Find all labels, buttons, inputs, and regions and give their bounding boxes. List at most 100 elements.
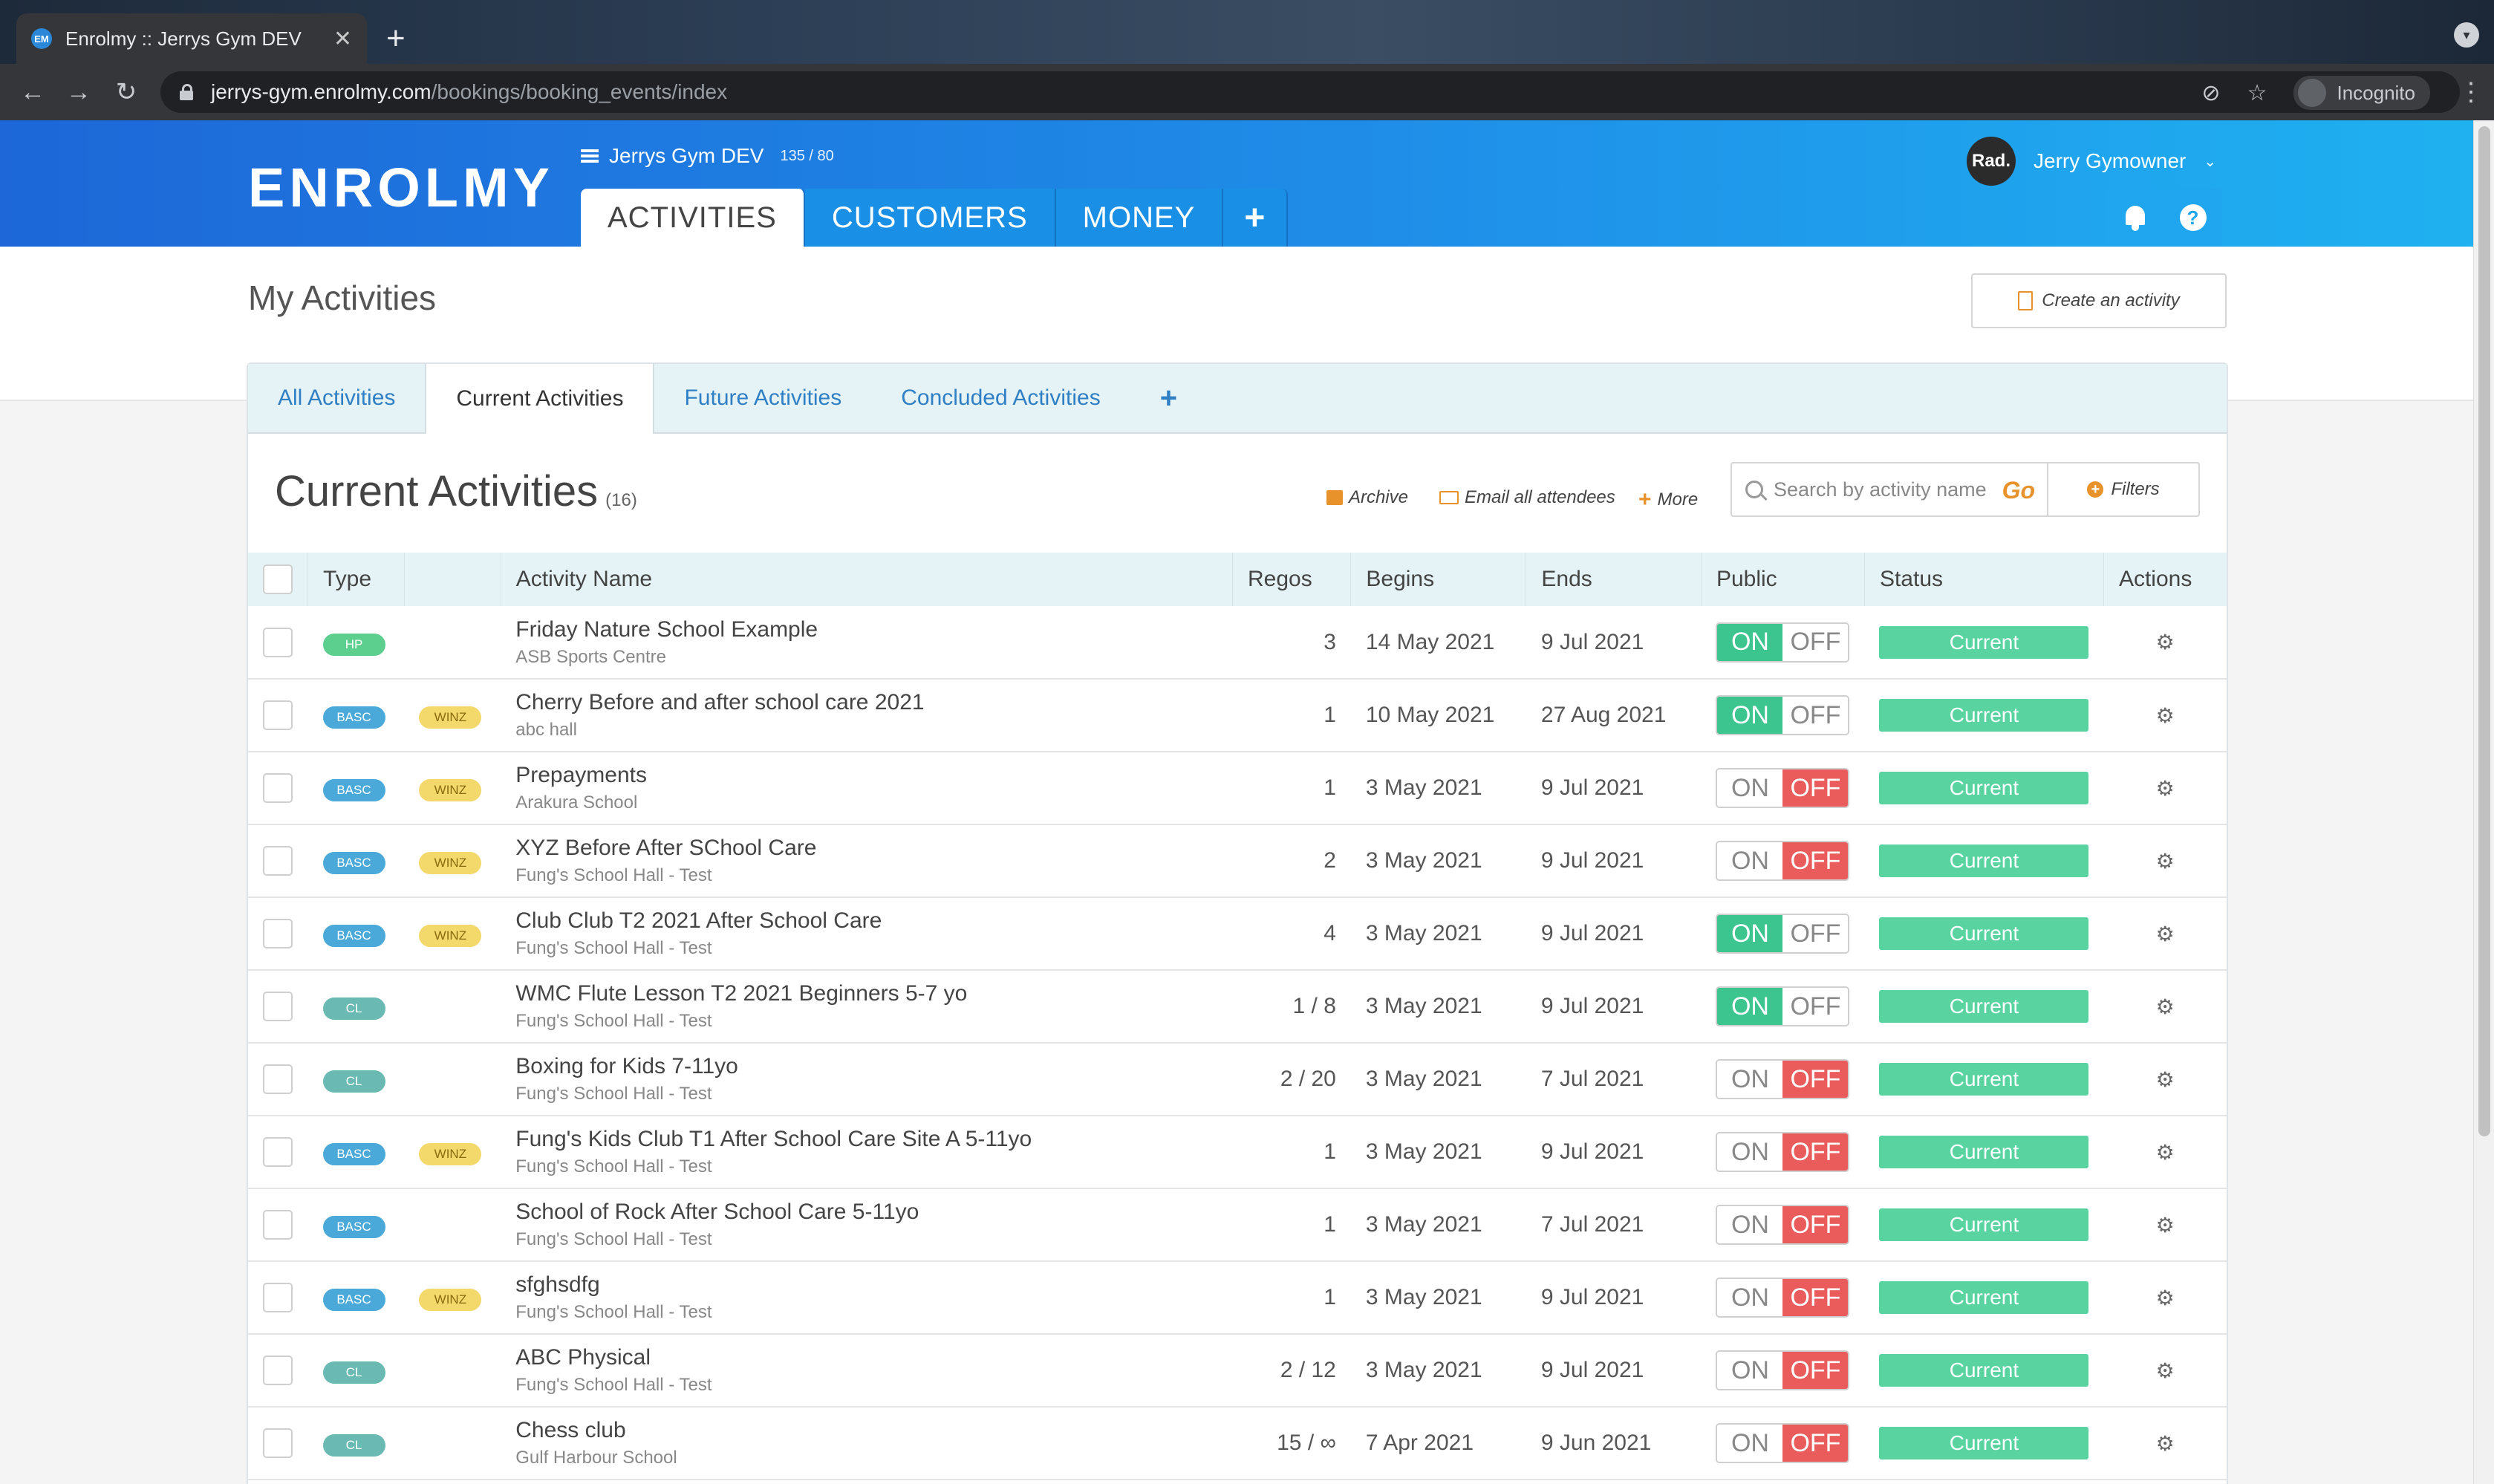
row-checkbox[interactable] bbox=[263, 1283, 293, 1312]
toggle-off[interactable]: OFF bbox=[1782, 1133, 1849, 1171]
toggle-off[interactable]: OFF bbox=[1782, 988, 1849, 1025]
activity-name[interactable]: Prepayments bbox=[515, 763, 647, 787]
activity-name[interactable]: Friday Nature School Example bbox=[515, 616, 818, 642]
filters-button[interactable]: + Filters bbox=[2048, 462, 2200, 517]
column-header-begins[interactable]: Begins bbox=[1350, 553, 1527, 606]
toggle-on[interactable]: ON bbox=[1717, 842, 1783, 879]
row-checkbox[interactable] bbox=[263, 919, 293, 948]
add-filter-tab-button[interactable]: + bbox=[1159, 381, 1178, 414]
toggle-off[interactable]: OFF bbox=[1782, 1352, 1849, 1389]
activity-name[interactable]: ABC Physical bbox=[515, 1345, 651, 1370]
toggle-off[interactable]: OFF bbox=[1782, 1206, 1849, 1243]
table-row[interactable]: CL Boxing for Kids 7-11yo Fung's School Ha… bbox=[248, 1043, 2227, 1116]
toggle-on[interactable]: ON bbox=[1717, 697, 1783, 734]
row-checkbox[interactable] bbox=[263, 1428, 293, 1458]
hamburger-icon[interactable] bbox=[581, 149, 599, 163]
reload-icon[interactable]: ↻ bbox=[115, 78, 137, 106]
table-row[interactable]: CL Chess club Gulf Harbour School 15 / ∞ 7 A… bbox=[248, 1407, 2227, 1480]
toggle-on[interactable]: ON bbox=[1717, 769, 1783, 807]
toggle-on[interactable]: ON bbox=[1717, 1425, 1783, 1462]
column-header-regos[interactable]: Regos bbox=[1232, 553, 1352, 606]
scrollbar-thumb[interactable] bbox=[2478, 126, 2490, 1136]
public-toggle[interactable]: ON OFF bbox=[1716, 695, 1850, 735]
user-menu[interactable]: Rad. Jerry Gymowner ⌄ bbox=[1967, 137, 2216, 186]
toggle-off[interactable]: OFF bbox=[1782, 842, 1849, 879]
activity-name-cell[interactable]: Prepayments Arakura School bbox=[501, 752, 1232, 824]
row-checkbox[interactable] bbox=[263, 1137, 293, 1167]
table-row[interactable]: BASC WINZ Club Club T2 2021 After School C… bbox=[248, 897, 2227, 970]
public-toggle[interactable]: ON OFF bbox=[1716, 1278, 1850, 1318]
tab-all-activities[interactable]: All Activities bbox=[278, 385, 396, 410]
table-row[interactable]: BASC WINZ Prepayments Arakura School 1 3 May … bbox=[248, 752, 2227, 824]
table-row[interactable]: CL ABC Physical Fung's School Hall - Test 2… bbox=[248, 1334, 2227, 1407]
row-checkbox[interactable] bbox=[263, 1356, 293, 1385]
column-header-ends[interactable]: Ends bbox=[1526, 553, 1702, 606]
gear-icon[interactable]: ⚙ bbox=[2155, 849, 2175, 873]
toggle-on[interactable]: ON bbox=[1717, 1061, 1783, 1098]
tab-concluded-activities[interactable]: Concluded Activities bbox=[901, 385, 1101, 410]
row-checkbox[interactable] bbox=[263, 992, 293, 1021]
bell-icon[interactable] bbox=[2123, 204, 2148, 231]
public-toggle[interactable]: ON OFF bbox=[1716, 1059, 1850, 1099]
activity-name-cell[interactable]: WMC Flute Lesson T2 2021 Beginners 5-7 y… bbox=[501, 970, 1232, 1043]
activity-name-cell[interactable]: Club Club T2 2021 After School Care Fung'… bbox=[501, 897, 1232, 970]
create-activity-button[interactable]: Create an activity bbox=[1971, 273, 2227, 328]
public-toggle[interactable]: ON OFF bbox=[1716, 1205, 1850, 1245]
table-row[interactable]: BASC WINZ Cherry Before and after school c… bbox=[248, 679, 2227, 752]
public-toggle[interactable]: ON OFF bbox=[1716, 914, 1850, 954]
toggle-off[interactable]: OFF bbox=[1782, 697, 1849, 734]
tab-search-icon[interactable]: ▾ bbox=[2454, 22, 2479, 48]
toggle-off[interactable]: OFF bbox=[1782, 1061, 1849, 1098]
activity-name[interactable]: Cherry Before and after school care 2021 bbox=[515, 690, 925, 715]
toggle-on[interactable]: ON bbox=[1717, 1279, 1783, 1316]
gear-icon[interactable]: ⚙ bbox=[2155, 1213, 2175, 1237]
public-toggle[interactable]: ON OFF bbox=[1716, 622, 1850, 663]
archive-button[interactable]: Archive bbox=[1326, 487, 1408, 508]
public-toggle[interactable]: ON OFF bbox=[1716, 986, 1850, 1026]
toggle-off[interactable]: OFF bbox=[1782, 1425, 1849, 1462]
browser-tab[interactable]: EM Enrolmy :: Jerrys Gym DEV ✕ bbox=[16, 13, 367, 64]
row-checkbox[interactable] bbox=[263, 700, 293, 730]
gear-icon[interactable]: ⚙ bbox=[2155, 1286, 2175, 1309]
close-icon[interactable]: ✕ bbox=[333, 26, 352, 51]
search-input[interactable] bbox=[1774, 478, 1996, 501]
tab-customers[interactable]: CUSTOMERS bbox=[804, 189, 1056, 247]
column-header-type[interactable]: Type bbox=[307, 553, 405, 606]
gear-icon[interactable]: ⚙ bbox=[2155, 1358, 2175, 1382]
toggle-off[interactable]: OFF bbox=[1782, 769, 1849, 807]
activity-name-cell[interactable]: Boxing for Kids 7-11yo Fung's School Hall… bbox=[501, 1043, 1232, 1116]
toggle-off[interactable]: OFF bbox=[1782, 623, 1849, 661]
activity-name-cell[interactable]: sfghsdfg Fung's School Hall - Test bbox=[501, 1261, 1232, 1334]
gear-icon[interactable]: ⚙ bbox=[2155, 631, 2175, 654]
toggle-on[interactable]: ON bbox=[1717, 988, 1783, 1025]
table-row[interactable]: BASC WINZ XYZ Before After SChool Care Fung… bbox=[248, 824, 2227, 897]
gear-icon[interactable]: ⚙ bbox=[2155, 776, 2175, 800]
page-scrollbar[interactable] bbox=[2473, 120, 2494, 1484]
public-toggle[interactable]: ON OFF bbox=[1716, 841, 1850, 881]
org-switcher[interactable]: Jerrys Gym DEV 135 / 80 bbox=[581, 144, 834, 168]
gear-icon[interactable]: ⚙ bbox=[2155, 1431, 2175, 1455]
go-button[interactable]: Go bbox=[2002, 477, 2035, 504]
toggle-off[interactable]: OFF bbox=[1782, 1279, 1849, 1316]
forward-icon[interactable]: → bbox=[66, 77, 91, 106]
toggle-on[interactable]: ON bbox=[1717, 623, 1783, 661]
table-row[interactable]: BASC WINZ sfghsdfg Fung's School Hall - Tes… bbox=[248, 1261, 2227, 1334]
gear-icon[interactable]: ⚙ bbox=[2155, 703, 2175, 727]
new-tab-button[interactable]: + bbox=[386, 20, 406, 56]
activity-name-cell[interactable]: Friday Nature School Example ASB Sports C… bbox=[501, 606, 1232, 679]
activity-name[interactable]: WMC Flute Lesson T2 2021 Beginners 5-7 y… bbox=[515, 981, 968, 1006]
gear-icon[interactable]: ⚙ bbox=[2155, 1067, 2175, 1091]
column-header-activity-name[interactable]: Activity Name bbox=[501, 553, 1233, 606]
activity-name[interactable]: Club Club T2 2021 After School Care bbox=[515, 908, 882, 933]
more-button[interactable]: + More bbox=[1638, 487, 1698, 512]
public-toggle[interactable]: ON OFF bbox=[1716, 1423, 1850, 1463]
public-toggle[interactable]: ON OFF bbox=[1716, 1132, 1850, 1172]
column-header-status[interactable]: Status bbox=[1864, 553, 2104, 606]
table-row[interactable]: HP Friday Nature School Example ASB Sports… bbox=[248, 606, 2227, 679]
gear-icon[interactable]: ⚙ bbox=[2155, 995, 2175, 1018]
activity-name[interactable]: Fung's Kids Club T1 After School Care Si… bbox=[515, 1127, 1032, 1151]
toggle-on[interactable]: ON bbox=[1717, 915, 1783, 952]
activity-name[interactable]: XYZ Before After SChool Care bbox=[515, 836, 817, 860]
column-header-public[interactable]: Public bbox=[1701, 553, 1865, 606]
help-icon[interactable]: ? bbox=[2179, 204, 2207, 231]
